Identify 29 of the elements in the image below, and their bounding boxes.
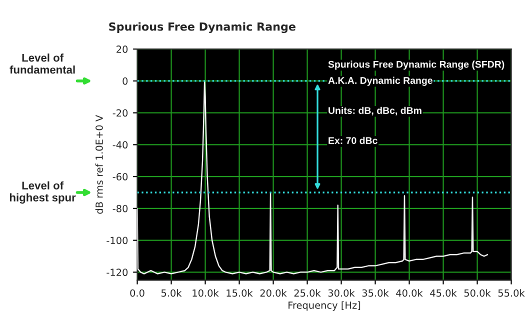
annotation: Ex: 70 dBc — [328, 136, 378, 144]
x-tick-label: 40.0k — [396, 289, 423, 297]
y-tick-label: -120 — [106, 268, 128, 276]
x-tick-label: 15.0k — [226, 289, 253, 297]
y-tick-label: -60 — [112, 173, 128, 180]
y-tick-label: -40 — [112, 141, 128, 149]
x-axis-title: Frequency [Hz] — [288, 301, 360, 311]
x-tick-label: 55.0k — [498, 289, 525, 297]
y-tick-label: -100 — [106, 236, 128, 244]
annotation: Units: dB, dBc, dBm — [328, 106, 422, 116]
annotation: Spurious Free Dynamic Range (SFDR) — [328, 60, 504, 70]
chart-title: Spurious Free Dynamic Range — [109, 22, 296, 34]
x-tick-label: 0.0 — [130, 289, 144, 297]
annotation: A.K.A. Dynamic Range — [328, 76, 432, 86]
x-tick-label: 45.0k — [430, 289, 457, 297]
y-tick-label: 20 — [116, 46, 128, 53]
x-tick-label: 30.0k — [328, 289, 355, 297]
x-tick-label: 35.0k — [362, 289, 389, 297]
text: Level of fundamental — [10, 54, 75, 74]
x-tick-label: 20.0k — [260, 289, 287, 297]
y-tick-label: 0 — [122, 77, 128, 85]
x-tick-label: 10.0k — [192, 289, 219, 297]
x-tick-label: 50.0k — [464, 289, 491, 297]
y-tick-label: -80 — [112, 204, 128, 212]
y-tick-label: -20 — [112, 109, 128, 117]
text: Level of highest spur — [10, 181, 76, 204]
x-tick-label: 5.0k — [161, 289, 182, 297]
x-tick-label: 25.0k — [294, 289, 321, 297]
y-axis-title: dB rms ref 1.0E+0 V — [95, 115, 103, 214]
